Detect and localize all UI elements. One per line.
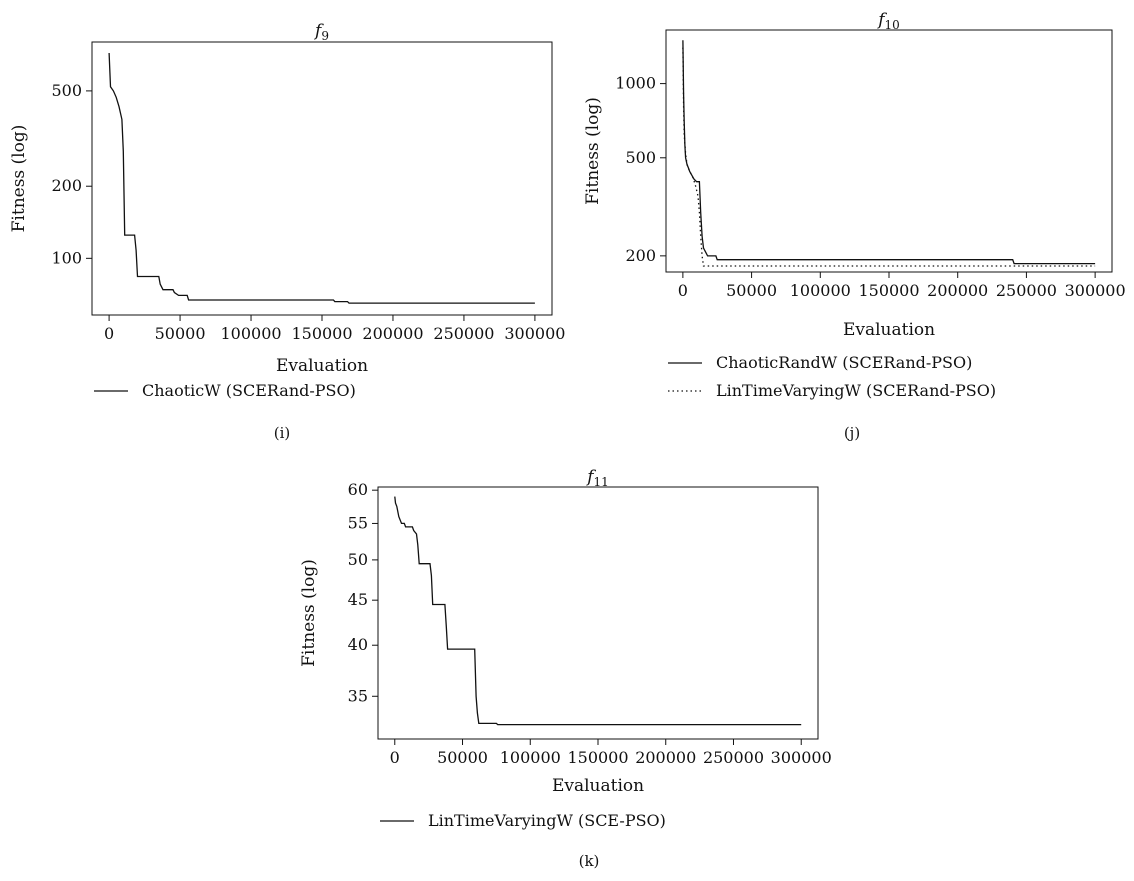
- x-tick-label: 150000: [858, 281, 919, 300]
- plot-frame: [91, 41, 553, 316]
- series-line-1: [682, 40, 1096, 265]
- x-tick-label: 50000: [726, 281, 777, 300]
- legend-label: LinTimeVaryingW (SCERand-PSO): [716, 381, 996, 400]
- series-line-1: [394, 496, 802, 726]
- x-tick-label: 250000: [703, 748, 764, 767]
- y-tick-label: 45: [348, 590, 368, 609]
- x-tick-label: 300000: [771, 748, 832, 767]
- x-axis-label: Evaluation: [276, 356, 368, 376]
- y-axis-label: Fitness (log): [299, 559, 319, 667]
- plot-frame: [377, 486, 819, 740]
- y-tick-label: 500: [625, 148, 656, 167]
- chart-title: f9: [313, 21, 329, 43]
- y-tick-label: 200: [51, 176, 82, 195]
- plot-frame: [665, 29, 1113, 273]
- x-tick-label: 50000: [155, 324, 206, 343]
- y-axis-label: Fitness (log): [9, 125, 29, 233]
- y-tick-label: 1000: [615, 74, 656, 93]
- x-tick-label: 150000: [291, 324, 352, 343]
- x-tick-label: 150000: [567, 748, 628, 767]
- x-tick-label: 0: [678, 281, 688, 300]
- legend-label: ChaoticW (SCERand-PSO): [142, 381, 356, 400]
- y-axis-label: Fitness (log): [583, 97, 603, 205]
- series-line-1: [108, 52, 535, 304]
- x-tick-label: 300000: [504, 324, 565, 343]
- x-tick-label: 100000: [220, 324, 281, 343]
- y-tick-label: 50: [348, 550, 368, 569]
- y-tick-label: 200: [625, 246, 656, 265]
- panel-caption: (j): [844, 424, 860, 442]
- x-tick-label: 200000: [362, 324, 423, 343]
- series-line-2: [682, 47, 1096, 267]
- y-tick-label: 500: [51, 81, 82, 100]
- y-tick-label: 55: [348, 513, 368, 532]
- legend-label: ChaoticRandW (SCERand-PSO): [716, 353, 972, 372]
- y-tick-label: 60: [348, 480, 368, 499]
- chart-title: f11: [585, 467, 609, 489]
- x-axis-label: Evaluation: [552, 776, 644, 796]
- x-tick-label: 300000: [1065, 281, 1126, 300]
- x-tick-label: 100000: [500, 748, 561, 767]
- chart-title: f10: [876, 10, 900, 32]
- x-tick-label: 250000: [433, 324, 494, 343]
- chart-panel-j: f10 0 50000 100000 150000 200000 250000 300000 2…: [583, 10, 1126, 442]
- legend-label: LinTimeVaryingW (SCE-PSO): [428, 811, 666, 830]
- x-tick-label: 50000: [437, 748, 488, 767]
- panel-caption: (i): [274, 424, 291, 442]
- y-tick-label: 40: [348, 635, 368, 654]
- y-tick-label: 35: [348, 686, 368, 705]
- panel-caption: (k): [579, 852, 600, 870]
- x-axis-label: Evaluation: [843, 320, 935, 340]
- x-tick-label: 200000: [635, 748, 696, 767]
- chart-panel-k: f11 0 50000 100000 150000 200000 250000 300000 3…: [299, 467, 832, 870]
- x-tick-label: 0: [390, 748, 400, 767]
- x-tick-label: 100000: [790, 281, 851, 300]
- y-tick-label: 100: [51, 248, 82, 267]
- x-tick-label: 200000: [927, 281, 988, 300]
- x-tick-label: 250000: [996, 281, 1057, 300]
- chart-panel-i: f9 0 50000 100000 150000 200000 250000 300000 10…: [9, 21, 565, 442]
- x-tick-label: 0: [104, 324, 114, 343]
